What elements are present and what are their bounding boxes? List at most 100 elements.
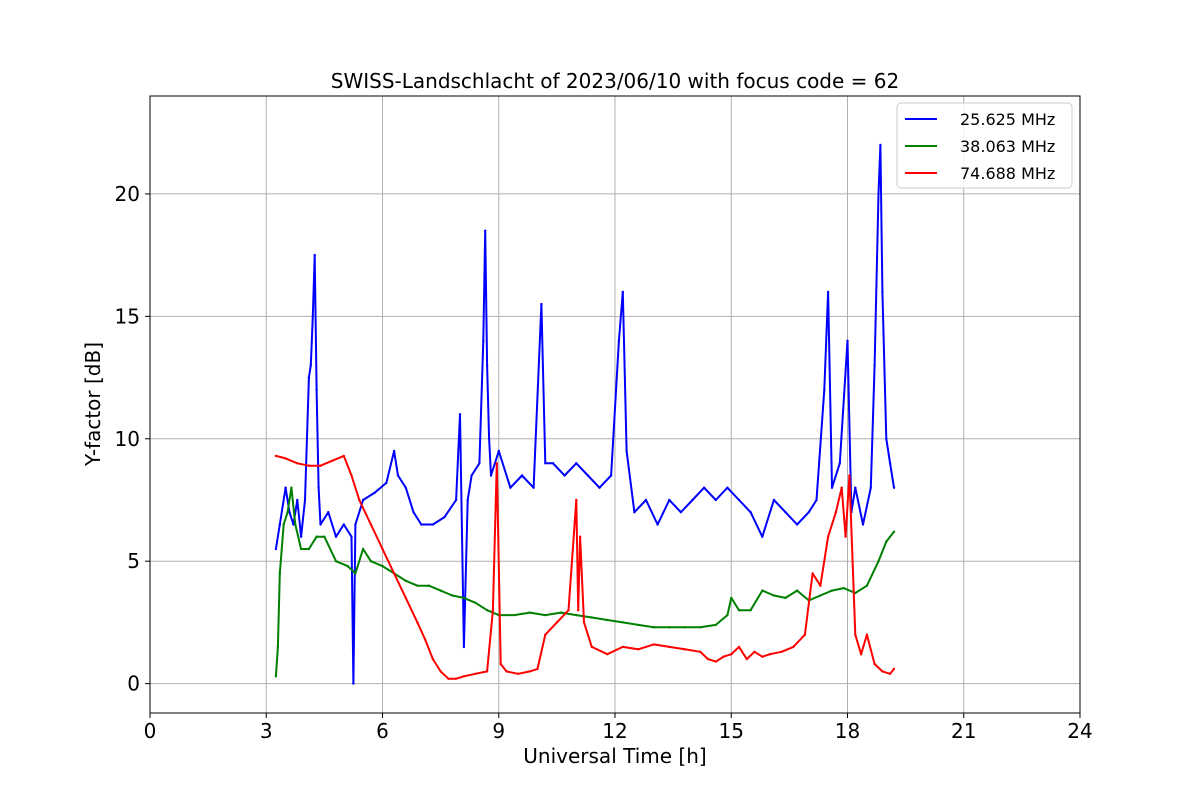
series-0-point [823, 388, 826, 391]
series-2-point [840, 486, 843, 489]
series-0-point [575, 462, 578, 465]
series-1-point [334, 560, 338, 563]
series-0-point [830, 486, 834, 489]
series-2-point [447, 677, 450, 680]
series-0-point [598, 486, 601, 489]
series-0-point [458, 413, 462, 416]
legend-label: 38.063 MHz [960, 137, 1055, 156]
legend-box [896, 102, 1073, 189]
series-1-point [885, 540, 888, 543]
series-0-point [854, 486, 857, 489]
series-1-point [830, 589, 834, 592]
series-1-point [575, 613, 578, 617]
series-1-point [451, 594, 454, 597]
series-1-point [299, 547, 303, 551]
series-1-point [307, 547, 311, 551]
series-0-point [633, 511, 636, 514]
series-0-point [888, 462, 892, 465]
series-2-point [859, 653, 863, 656]
series-1-point [761, 589, 764, 592]
y-axis-label: Y-factor [dB] [81, 342, 105, 467]
x-tick-label: 12 [602, 719, 627, 743]
plot-lines [274, 143, 896, 685]
series-1-point [427, 584, 431, 587]
series-1-point [749, 609, 752, 612]
series-0-point [621, 290, 624, 294]
series-line-2 [275, 454, 895, 680]
series-0-point [373, 491, 376, 494]
series-0-point [563, 474, 566, 477]
series-1-point [714, 623, 717, 627]
series-2-point [803, 633, 807, 636]
series-1-point [795, 589, 799, 592]
series-1-point [737, 609, 741, 612]
series-2-point [404, 596, 407, 600]
series-2-point [381, 547, 384, 551]
series-0-point [466, 498, 469, 502]
series-2-point [652, 643, 655, 646]
series-2-point [499, 662, 502, 666]
series-2-point [834, 511, 838, 514]
series-2-point [753, 650, 756, 653]
series-0-point [617, 339, 621, 342]
series-0-point [761, 535, 764, 538]
series-2-point [819, 584, 822, 587]
series-line-0 [274, 144, 895, 685]
x-tick-label: 24 [1067, 719, 1092, 743]
series-0-point [609, 474, 613, 477]
series-2-point [505, 670, 508, 673]
series-1-point [621, 621, 624, 624]
series-0-point [484, 229, 487, 232]
series-0-point [404, 486, 407, 489]
y-tick-label: 5 [127, 549, 140, 573]
series-1-point [544, 613, 547, 617]
x-tick-label: 15 [719, 719, 744, 743]
series-2-point [369, 523, 373, 526]
series-0-point [361, 498, 365, 502]
series-2-point [307, 464, 311, 467]
y-tick-label: 0 [127, 672, 140, 696]
series-2-point [826, 535, 830, 538]
series-1-point [282, 523, 285, 526]
series-1-point [276, 645, 280, 649]
series-2-point [577, 609, 580, 612]
series-2-point [578, 535, 582, 538]
series-0-point [873, 364, 876, 367]
series-0-point [315, 388, 318, 391]
series-2-point [431, 657, 435, 661]
series-2-point [722, 655, 725, 658]
series-0-point [311, 315, 314, 318]
series-0-point [540, 302, 543, 306]
series-2-point [495, 462, 498, 465]
series-0-point [691, 498, 694, 502]
series-0-point [342, 523, 345, 526]
series-1-point [416, 584, 419, 587]
series-1-point [354, 572, 357, 575]
series-2-point [780, 650, 783, 653]
series-2-point [536, 667, 539, 671]
series-1-point [286, 511, 289, 514]
series-1-point [404, 579, 407, 582]
x-tick-label: 21 [951, 719, 976, 743]
series-2-point [761, 655, 764, 658]
series-0-point [861, 523, 865, 526]
series-0-point [431, 523, 435, 526]
series-2-point [606, 653, 609, 656]
series-1-point [439, 589, 442, 592]
legend-label: 25.625 MHz [960, 110, 1055, 129]
series-0-point [807, 511, 810, 514]
series-0-point [702, 486, 706, 489]
series-2-point [555, 621, 559, 624]
series-2-point [528, 670, 531, 673]
series-0-point [462, 645, 466, 649]
series-2-point [392, 572, 396, 575]
series-2-point [274, 454, 278, 458]
series-1-point [606, 618, 609, 622]
series-2-point [462, 675, 466, 678]
series-0-point [737, 498, 741, 502]
series-0-point [877, 192, 880, 196]
series-1-point [683, 626, 686, 629]
x-tick-label: 0 [144, 719, 157, 743]
series-2-point [768, 653, 772, 656]
series-0-point [772, 498, 776, 502]
